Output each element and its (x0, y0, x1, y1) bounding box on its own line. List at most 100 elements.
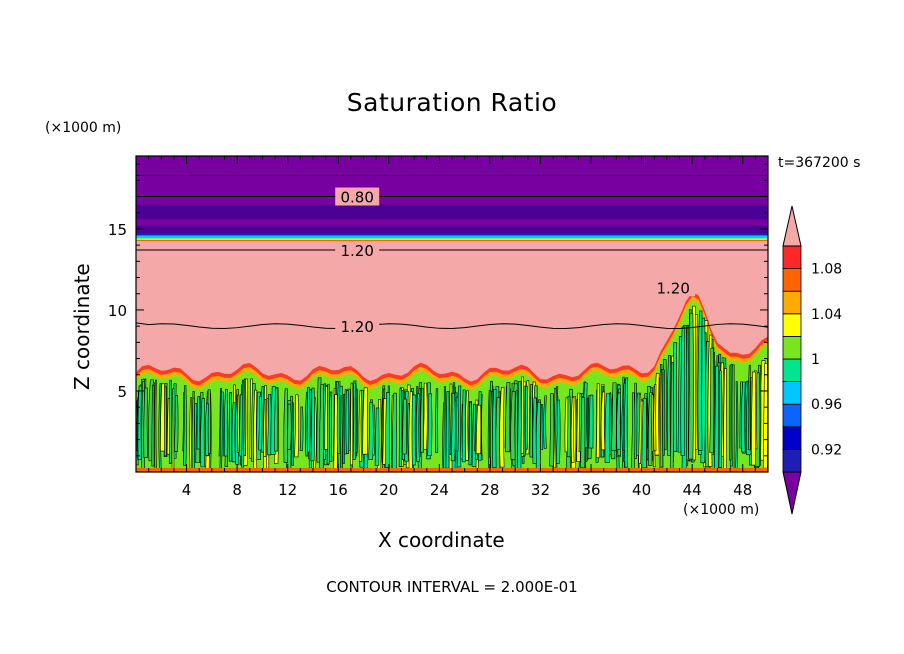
dry-band (136, 225, 768, 234)
contour-label-bg (651, 278, 696, 297)
x-tick-label: 4 (182, 481, 192, 499)
colorbar-band (782, 381, 802, 405)
convective-plume (219, 388, 223, 471)
colorbar-under-triangle (782, 471, 802, 515)
x-tick-label: 28 (480, 481, 499, 499)
convective-plume (340, 395, 343, 470)
convective-plume (714, 365, 719, 471)
colorbar: 1.08 1.04 1 0.96 0.92 (782, 205, 842, 515)
convective-plume (336, 381, 341, 454)
x-tick-label: 44 (683, 481, 702, 499)
convective-plume (540, 404, 544, 450)
convective-plumes (136, 305, 768, 472)
convective-plume (641, 397, 647, 469)
transition-band (136, 239, 768, 242)
convective-plume (653, 384, 657, 452)
contour-label: 1.20 (656, 279, 689, 297)
x-tick-label: 36 (581, 481, 600, 499)
convective-plume (735, 381, 739, 471)
convective-plume (304, 391, 308, 457)
field-layer: 0.80 1.20 1.20 1.20 (136, 156, 768, 472)
convective-plume (408, 391, 413, 472)
colorbar-tick-label: 0.92 (811, 442, 842, 458)
convective-plume (520, 376, 524, 454)
x-axis-unit: (×1000 m) (683, 502, 760, 518)
colorbar-band (782, 403, 802, 428)
contour-label-bg (335, 187, 380, 206)
colorbar-tick-label: 1 (811, 352, 820, 368)
convective-plume (258, 395, 263, 451)
colorbar-tick-label: 0.96 (811, 397, 842, 413)
convective-plume (450, 393, 456, 462)
convective-plume (236, 394, 240, 453)
convective-plume (445, 391, 450, 469)
x-tick-label: 48 (733, 481, 752, 499)
convective-plume (443, 386, 447, 469)
convective-plume (310, 387, 315, 462)
convective-plume (532, 397, 537, 464)
convective-plume (549, 393, 555, 467)
convective-plume (435, 388, 439, 453)
convective-plume (688, 313, 694, 460)
convective-plume (490, 391, 494, 469)
convective-plume (648, 392, 653, 466)
colorbar-band (782, 335, 802, 360)
convective-plume (398, 388, 403, 467)
convective-plume (595, 383, 600, 459)
x-tick-label: 32 (531, 481, 550, 499)
colorbar-band (782, 313, 802, 337)
colorbar-band (782, 448, 802, 473)
y-tick-label: 15 (108, 221, 127, 239)
convective-plume (189, 397, 192, 469)
convective-plume (306, 387, 311, 453)
convective-plume (231, 402, 236, 463)
convective-plume (747, 364, 751, 451)
contour-label: 1.20 (340, 318, 373, 336)
convective-plume (294, 394, 299, 458)
convective-plume (697, 310, 703, 451)
convective-plume (543, 395, 547, 449)
convective-plume (154, 379, 157, 470)
convective-plume (616, 392, 621, 450)
dry-band (136, 204, 768, 220)
contour-lines: 0.80 1.20 1.20 1.20 (136, 174, 768, 336)
contour-line (136, 322, 768, 330)
transition-band (136, 235, 768, 238)
convective-plume (358, 389, 362, 462)
convective-plume (600, 391, 606, 451)
colorbar-band (782, 245, 802, 270)
convective-plume (352, 382, 357, 460)
contour-label-bg (335, 240, 380, 259)
convective-plume (263, 399, 267, 458)
convective-plume (638, 393, 642, 464)
convective-plume (243, 379, 247, 457)
convective-plume (191, 397, 195, 471)
x-tick-label: 20 (379, 481, 398, 499)
convective-plume (666, 355, 671, 456)
x-axis: 4 8 12 16 20 24 28 32 36 40 44 48 (148, 156, 756, 499)
x-tick-label: 12 (278, 481, 297, 499)
x-tick-label: 16 (329, 481, 348, 499)
transition-band (136, 232, 768, 236)
convective-plume (415, 393, 420, 462)
chart-title: Saturation Ratio (346, 88, 558, 117)
convective-plume (529, 384, 533, 458)
convective-plume (609, 392, 612, 455)
convective-plume (291, 402, 294, 466)
convective-plume (427, 393, 433, 456)
convective-plume (384, 392, 391, 468)
contour-label: 1.20 (340, 242, 373, 260)
convective-plume (475, 404, 482, 454)
contour-label: 0.80 (340, 189, 373, 207)
convective-plume (723, 368, 727, 471)
convective-plume (670, 362, 674, 471)
upper-dry-layer (136, 156, 768, 236)
convective-plume (349, 382, 354, 466)
convective-plume (401, 398, 407, 455)
convective-plume (183, 385, 187, 466)
time-label: t=367200 s (778, 155, 861, 171)
convective-plume (555, 399, 561, 464)
x-tick-label: 24 (430, 481, 449, 499)
convective-plume (274, 387, 279, 452)
